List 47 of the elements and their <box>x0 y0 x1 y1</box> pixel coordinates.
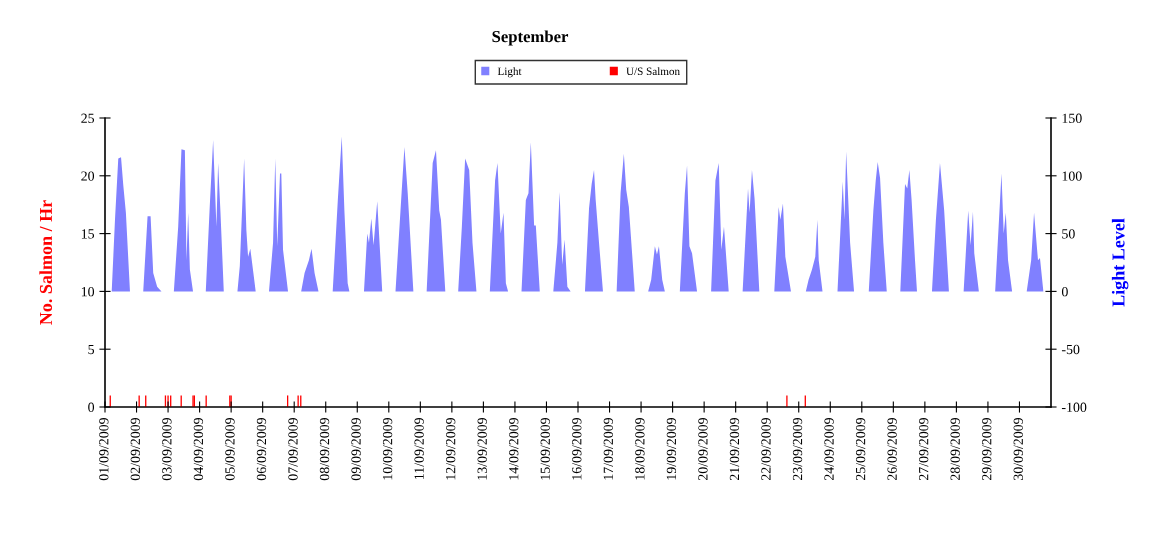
x-tick-label: 13/09/2009 <box>477 417 487 480</box>
x-tick-label: 24/09/2009 <box>824 417 834 481</box>
x-tick-label: 22/09/2009 <box>761 417 771 481</box>
y-tick-label: 15 <box>81 229 95 239</box>
x-tick-label: 17/09/2009 <box>603 417 614 480</box>
x-tick-label: 08/09/2009 <box>319 417 330 481</box>
x-tick-label: 20/09/2009 <box>698 417 708 481</box>
x-tick-label: 19/09/2009 <box>666 417 677 480</box>
x-tick-label: 16/09/2009 <box>572 417 582 480</box>
x-tick-label: 03/09/2009 <box>162 417 172 481</box>
x-tick-label: 21/09/2009 <box>729 417 740 481</box>
x-tick-label: 09/09/2009 <box>351 417 361 481</box>
x-tick-label: 15/09/2009 <box>540 417 550 480</box>
x-tick-label: 27/09/2009 <box>918 417 929 481</box>
x-tick-label: 28/09/2009 <box>950 417 960 481</box>
y2-axis-title: Light Level <box>1111 218 1129 307</box>
y-tick-label: 5 <box>88 344 95 355</box>
y2-tick-label: 50 <box>1062 229 1075 239</box>
x-tick-label: 30/09/2009 <box>1013 417 1023 481</box>
x-tick-label: 23/09/2009 <box>792 417 803 481</box>
x-tick-label: 06/09/2009 <box>256 417 267 481</box>
x-tick-label: 11/09/2009 <box>414 417 424 479</box>
x-tick-label: 14/09/2009 <box>509 417 519 480</box>
y-axis-title: No. Salmon / Hr <box>39 200 53 325</box>
legend-label: Light <box>497 67 522 78</box>
y-tick-label: 10 <box>81 286 95 297</box>
y2-tick-label: 150 <box>1062 113 1082 123</box>
y2-tick-label: -100 <box>1061 402 1087 412</box>
y-tick-label: 0 <box>88 402 95 412</box>
x-tick-label: 07/09/2009 <box>288 417 298 481</box>
legend-label: U/S Salmon <box>626 67 680 76</box>
x-tick-label: 10/09/2009 <box>382 417 393 480</box>
y-tick-label: 20 <box>81 171 95 181</box>
chart-title: September <box>492 30 569 46</box>
x-tick-label: 05/09/2009 <box>225 417 235 481</box>
x-tick-label: 29/09/2009 <box>982 417 992 481</box>
x-tick-label: 26/09/2009 <box>887 417 897 481</box>
x-tick-label: 01/09/2009 <box>99 417 109 481</box>
y-tick-label: 25 <box>81 113 95 123</box>
y2-tick-label: 100 <box>1062 171 1082 181</box>
y2-tick-label: -50 <box>1061 344 1080 355</box>
x-tick-label: 12/09/2009 <box>445 417 456 480</box>
x-tick-label: 04/09/2009 <box>193 417 204 481</box>
x-tick-label: 02/09/2009 <box>130 417 141 481</box>
x-tick-label: 25/09/2009 <box>855 417 866 481</box>
y2-tick-label: 0 <box>1061 286 1068 297</box>
x-tick-label: 18/09/2009 <box>635 417 645 480</box>
